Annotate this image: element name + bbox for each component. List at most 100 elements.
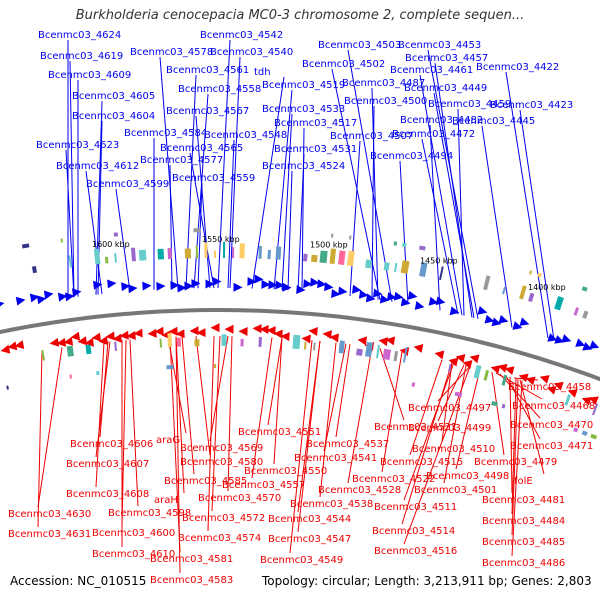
forward-gene-arrow	[407, 290, 418, 300]
forward-gene-arrow	[177, 283, 187, 293]
reverse-gene-arrow	[112, 333, 122, 343]
reverse-gene-label: folE	[514, 476, 533, 487]
inner-annotation-block	[85, 344, 92, 355]
forward-callout-line	[287, 170, 293, 291]
tick-label: 1450 kbp	[420, 257, 458, 266]
reverse-callout-line	[443, 365, 467, 484]
reverse-callout-line	[181, 336, 195, 475]
forward-gene-arrow	[170, 280, 180, 290]
forward-gene-label: Bcenmc03_4624	[38, 30, 121, 41]
inner-annotation-block	[403, 346, 408, 363]
reverse-gene-arrow	[539, 375, 550, 384]
inner-annotation-block	[292, 334, 301, 350]
forward-gene-arrow	[142, 281, 152, 291]
outer-annotation-block	[439, 266, 444, 281]
forward-gene-arrow	[491, 317, 502, 327]
inner-annotation-block	[240, 338, 244, 347]
inner-annotation-block	[41, 349, 45, 361]
reverse-gene-label: Bcenmc03_4501	[414, 485, 497, 496]
inner-annotation-block	[258, 336, 262, 347]
forward-callout-line	[434, 62, 473, 318]
outer-annotation-block	[383, 262, 390, 271]
reverse-callout-line	[169, 337, 181, 553]
reverse-callout-line	[195, 336, 211, 456]
outer-annotation-block	[573, 307, 580, 316]
outer-annotation-block	[394, 262, 398, 272]
reverse-gene-arrow	[266, 326, 276, 336]
forward-callout-line	[419, 74, 463, 316]
forward-gene-arrow	[317, 279, 327, 289]
outer-annotation-block	[93, 248, 101, 265]
reverse-gene-label: Bcenmc03_4528	[318, 485, 401, 496]
forward-callout-line	[349, 140, 361, 296]
forward-gene-label: Bcenmc03_4584	[124, 128, 207, 139]
forward-gene-label: Bcenmc03_4599	[86, 179, 169, 190]
forward-gene-arrow	[400, 297, 411, 307]
reverse-gene-label: Bcenmc03_4522	[352, 474, 435, 485]
outer-annotation-block	[419, 262, 428, 277]
forward-gene-label: Bcenmc03_4519	[262, 80, 345, 91]
bottom-gene-labels: Bcenmc03_4458 Bcenmc03_4468 Bcenmc03_4497 B…	[8, 382, 595, 586]
reverse-gene-arrow	[252, 324, 262, 334]
outer-annotation-block	[68, 255, 72, 268]
forward-gene-arrow	[43, 290, 54, 300]
outer-annotation-block	[157, 248, 164, 260]
reverse-gene-label: Bcenmc03_4538	[290, 499, 373, 510]
forward-gene-label: Bcenmc03_4507	[330, 131, 413, 142]
inner-annotation-block	[114, 341, 117, 351]
tick-label: 1550 kbp	[202, 235, 240, 244]
reverse-callout-line	[273, 337, 283, 465]
misc-feature-mark	[581, 286, 588, 292]
outer-annotation-block	[365, 259, 373, 269]
reverse-gene-arrow	[56, 337, 67, 347]
reverse-gene-label: Bcenmc03_4544	[268, 514, 351, 525]
reverse-gene-label: Bcenmc03_4598	[108, 508, 191, 519]
forward-callout-line	[195, 115, 211, 289]
reverse-callout-line	[511, 379, 519, 536]
forward-gene-arrow	[372, 288, 383, 298]
forward-gene-arrow	[324, 282, 334, 292]
forward-gene-arrow	[547, 333, 558, 342]
reverse-gene-arrow	[49, 337, 60, 347]
reverse-gene-arrow	[413, 344, 424, 353]
reverse-gene-label: Bcenmc03_4569	[180, 443, 263, 454]
forward-gene-arrow	[365, 293, 376, 303]
forward-callout-line	[169, 164, 173, 290]
forward-gene-arrow	[128, 284, 138, 294]
forward-gene-label: Bcenmc03_4459	[428, 99, 511, 110]
forward-callout-line	[457, 108, 465, 316]
forward-gene-label: Bcenmc03_4558	[178, 84, 261, 95]
reverse-callout-line	[379, 348, 405, 421]
forward-gene-arrow	[358, 289, 369, 299]
reverse-callout-line	[403, 362, 455, 501]
forward-gene-label: Bcenmc03_4472	[392, 129, 475, 140]
reverse-gene-label: Bcenmc03_4511	[374, 502, 457, 513]
forward-gene-arrow	[484, 314, 495, 324]
reverse-gene-arrow	[210, 323, 220, 333]
misc-feature-mark	[491, 400, 498, 407]
forward-gene-arrow	[93, 280, 103, 290]
forward-callout-line	[505, 71, 549, 339]
misc-feature-mark	[590, 433, 598, 440]
reverse-gene-arrow	[280, 332, 290, 342]
reverse-gene-label: Bcenmc03_4585	[164, 476, 247, 487]
reverse-gene-arrow	[70, 331, 81, 341]
outer-annotation-block	[258, 246, 262, 259]
outer-annotation-block	[213, 250, 216, 259]
reverse-gene-arrow	[567, 389, 578, 398]
backbone-layer	[0, 308, 600, 382]
feature-track	[0, 228, 600, 440]
reverse-gene-label: araG	[156, 435, 180, 446]
forward-gene-label: Bcenmc03_4540	[210, 47, 293, 58]
reverse-gene-arrow	[469, 354, 480, 364]
inner-annotation-block	[382, 348, 392, 361]
reverse-gene-label: Bcenmc03_4516	[374, 546, 457, 557]
reverse-gene-arrow	[490, 365, 501, 374]
outer-annotation-block	[554, 296, 564, 311]
reverse-callout-line	[297, 340, 321, 533]
forward-gene-arrow	[386, 291, 397, 301]
reverse-callout-line	[441, 362, 453, 443]
reverse-callout-line	[509, 376, 513, 494]
inner-annotation-block	[176, 337, 181, 347]
